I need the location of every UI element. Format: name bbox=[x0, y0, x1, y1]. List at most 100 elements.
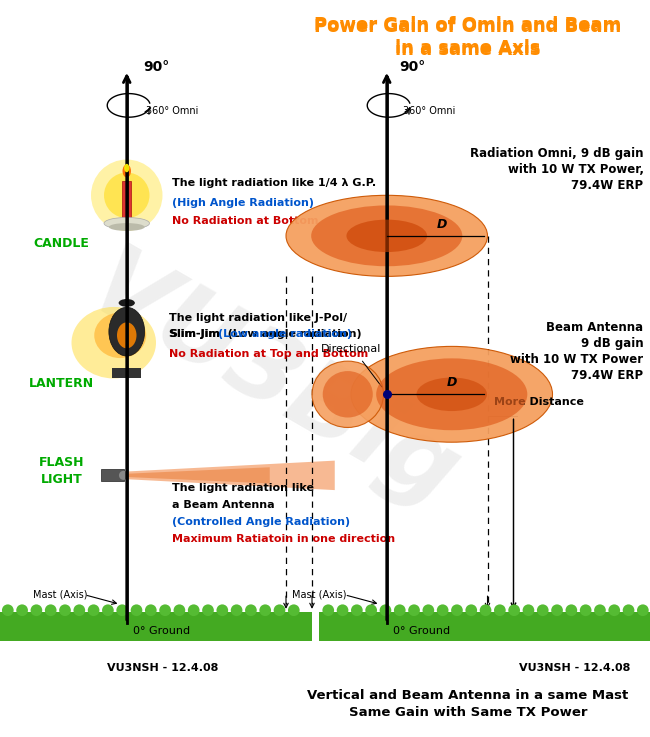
Text: LIGHT: LIGHT bbox=[41, 473, 83, 486]
Ellipse shape bbox=[288, 604, 300, 616]
Text: Slim-Jim: Slim-Jim bbox=[169, 329, 220, 340]
Ellipse shape bbox=[91, 159, 162, 231]
Ellipse shape bbox=[580, 604, 592, 616]
Ellipse shape bbox=[202, 604, 214, 616]
Ellipse shape bbox=[394, 604, 406, 616]
PathPatch shape bbox=[124, 461, 335, 490]
Ellipse shape bbox=[16, 604, 28, 616]
Text: The light radiation like 1/4 λ G.P.: The light radiation like 1/4 λ G.P. bbox=[172, 178, 376, 189]
Text: No Radiation at Top and Bottom: No Radiation at Top and Bottom bbox=[169, 349, 369, 359]
Ellipse shape bbox=[59, 604, 71, 616]
Ellipse shape bbox=[422, 604, 434, 616]
Ellipse shape bbox=[117, 322, 136, 349]
Ellipse shape bbox=[122, 164, 131, 178]
Bar bbox=[318, 612, 650, 641]
Bar bbox=[122, 181, 131, 221]
Ellipse shape bbox=[408, 604, 420, 616]
Ellipse shape bbox=[274, 604, 285, 616]
Ellipse shape bbox=[623, 604, 634, 616]
Ellipse shape bbox=[451, 604, 463, 616]
Text: Maximum Ratiatoin in one direction: Maximum Ratiatoin in one direction bbox=[172, 534, 395, 545]
Ellipse shape bbox=[174, 604, 185, 616]
Ellipse shape bbox=[380, 604, 391, 616]
Ellipse shape bbox=[231, 604, 242, 616]
Text: The light radiation like: The light radiation like bbox=[172, 483, 314, 493]
Ellipse shape bbox=[145, 604, 157, 616]
Text: 0° Ground: 0° Ground bbox=[393, 626, 450, 637]
Ellipse shape bbox=[594, 604, 606, 616]
Ellipse shape bbox=[494, 604, 506, 616]
Ellipse shape bbox=[508, 604, 520, 616]
Text: (Low angle radiation): (Low angle radiation) bbox=[218, 329, 352, 340]
Text: The light radiation like J-Pol/: The light radiation like J-Pol/ bbox=[169, 313, 347, 324]
Text: 90°: 90° bbox=[143, 60, 169, 74]
Text: (Controlled Angle Radiation): (Controlled Angle Radiation) bbox=[172, 517, 350, 528]
Ellipse shape bbox=[45, 604, 57, 616]
Text: Beam Antenna
9 dB gain
with 10 W TX Power
79.4W ERP: Beam Antenna 9 dB gain with 10 W TX Powe… bbox=[510, 321, 644, 382]
Ellipse shape bbox=[104, 217, 150, 229]
Ellipse shape bbox=[351, 346, 552, 442]
Ellipse shape bbox=[109, 307, 144, 356]
Ellipse shape bbox=[346, 220, 427, 252]
Ellipse shape bbox=[523, 604, 534, 616]
Ellipse shape bbox=[88, 604, 99, 616]
Ellipse shape bbox=[109, 223, 144, 231]
Ellipse shape bbox=[119, 471, 128, 480]
Ellipse shape bbox=[118, 299, 135, 307]
Ellipse shape bbox=[286, 195, 488, 276]
Ellipse shape bbox=[31, 604, 42, 616]
Text: D: D bbox=[437, 217, 447, 231]
Ellipse shape bbox=[102, 604, 114, 616]
Bar bbox=[101, 469, 124, 481]
Text: No Radiation at Bottom: No Radiation at Bottom bbox=[172, 216, 318, 226]
Ellipse shape bbox=[159, 604, 171, 616]
Text: Power Gain of Omin and Beam
in a same Axis: Power Gain of Omin and Beam in a same Ax… bbox=[315, 18, 621, 59]
Text: Mast (Axis): Mast (Axis) bbox=[292, 590, 347, 600]
Text: Slim-Jim  (Low angle radiation): Slim-Jim (Low angle radiation) bbox=[169, 329, 361, 340]
Ellipse shape bbox=[124, 164, 129, 172]
Text: VU3Big: VU3Big bbox=[71, 238, 475, 528]
Text: Vertical and Beam Antenna in a same Mast
Same Gain with Same TX Power: Vertical and Beam Antenna in a same Mast… bbox=[307, 689, 629, 719]
Ellipse shape bbox=[311, 206, 462, 266]
Ellipse shape bbox=[337, 604, 348, 616]
Ellipse shape bbox=[72, 307, 156, 379]
Ellipse shape bbox=[188, 604, 200, 616]
Ellipse shape bbox=[131, 604, 142, 616]
Ellipse shape bbox=[551, 604, 563, 616]
Text: CANDLE: CANDLE bbox=[34, 237, 90, 250]
Ellipse shape bbox=[365, 604, 377, 616]
Ellipse shape bbox=[2, 604, 14, 616]
Text: 0° Ground: 0° Ground bbox=[133, 626, 190, 637]
Ellipse shape bbox=[537, 604, 549, 616]
Ellipse shape bbox=[216, 604, 228, 616]
Text: Power Gain of Omin and Beam
in a same Axis: Power Gain of Omin and Beam in a same Ax… bbox=[315, 16, 621, 57]
Bar bbox=[112, 368, 141, 378]
Ellipse shape bbox=[437, 604, 448, 616]
Text: Radiation Omni, 9 dB gain
with 10 W TX Power,
79.4W ERP: Radiation Omni, 9 dB gain with 10 W TX P… bbox=[470, 147, 644, 192]
Text: Mast (Axis): Mast (Axis) bbox=[32, 590, 87, 600]
Ellipse shape bbox=[637, 604, 649, 616]
Ellipse shape bbox=[465, 604, 477, 616]
Text: FLASH: FLASH bbox=[39, 456, 84, 469]
Text: VU3NSH - 12.4.08: VU3NSH - 12.4.08 bbox=[519, 663, 630, 674]
Text: LANTERN: LANTERN bbox=[29, 377, 94, 390]
Ellipse shape bbox=[245, 604, 257, 616]
Text: More Distance: More Distance bbox=[494, 397, 584, 407]
Ellipse shape bbox=[94, 312, 146, 358]
Ellipse shape bbox=[351, 604, 363, 616]
Ellipse shape bbox=[322, 604, 334, 616]
Ellipse shape bbox=[73, 604, 85, 616]
Text: 360° Omni: 360° Omni bbox=[146, 105, 199, 116]
Ellipse shape bbox=[104, 172, 150, 218]
Ellipse shape bbox=[480, 604, 491, 616]
Text: Directional: Directional bbox=[321, 343, 381, 354]
Ellipse shape bbox=[376, 358, 527, 430]
Text: 90°: 90° bbox=[400, 60, 426, 74]
Text: (High Angle Radiation): (High Angle Radiation) bbox=[172, 198, 314, 208]
Ellipse shape bbox=[417, 377, 487, 411]
PathPatch shape bbox=[124, 467, 270, 483]
Bar bbox=[0, 612, 312, 641]
Ellipse shape bbox=[116, 604, 128, 616]
Ellipse shape bbox=[323, 371, 373, 417]
Ellipse shape bbox=[608, 604, 620, 616]
